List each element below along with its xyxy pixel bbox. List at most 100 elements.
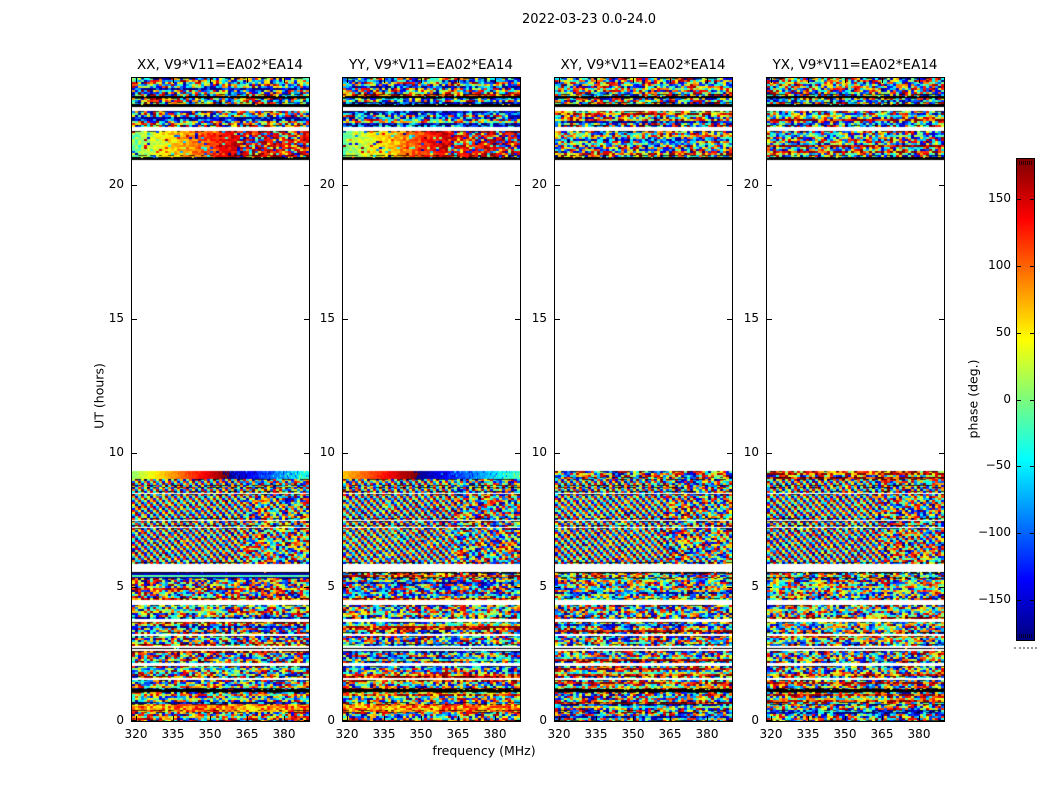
y-tick-mark [727, 720, 732, 721]
y-tick-mark [727, 185, 732, 186]
colorbar-end-hatch [1018, 634, 1020, 638]
y-tick-label: 0 [539, 713, 547, 727]
x-tick-label: 380 [272, 727, 296, 741]
y-tick-mark [555, 587, 560, 588]
y-tick-label: 10 [531, 445, 547, 459]
colorbar-tick-mark [1030, 266, 1034, 267]
x-tick-label: 365 [658, 727, 682, 741]
x-tick-label: 335 [161, 727, 185, 741]
heatmap-panel-xx [131, 77, 310, 722]
colorbar-tick-label: 150 [988, 191, 1011, 205]
y-tick-mark [132, 185, 137, 186]
y-tick-mark [555, 453, 560, 454]
colorbar-end-hatch [1031, 634, 1033, 638]
y-tick-mark [343, 720, 348, 721]
y-tick-label: 15 [319, 311, 335, 325]
x-tick-label: 365 [235, 727, 259, 741]
x-tick-mark [173, 78, 174, 83]
heatmap-canvas-xy [555, 78, 732, 721]
y-tick-label: 20 [319, 177, 335, 191]
y-tick-mark [767, 453, 772, 454]
colorbar-end-hatch [1022, 161, 1024, 165]
y-tick-mark [939, 587, 944, 588]
y-tick-label: 15 [743, 311, 759, 325]
y-tick-mark [304, 720, 309, 721]
colorbar-tick-label: 0 [1003, 392, 1011, 406]
x-tick-mark [458, 78, 459, 83]
colorbar-tick-mark [1017, 466, 1021, 467]
panel-title-xx: XX, V9*V11=EA02*EA14 [136, 57, 304, 73]
y-tick-mark [132, 587, 137, 588]
x-tick-label: 350 [833, 727, 857, 741]
y-tick-mark [304, 319, 309, 320]
x-tick-mark [247, 78, 248, 83]
heatmap-panel-yx [766, 77, 945, 722]
y-tick-mark [343, 319, 348, 320]
x-tick-label: 335 [584, 727, 608, 741]
x-tick-mark [596, 78, 597, 83]
x-tick-mark [919, 78, 920, 83]
heatmap-canvas-xx [132, 78, 309, 721]
x-tick-mark [347, 78, 348, 83]
x-tick-mark [284, 78, 285, 83]
x-tick-mark [596, 716, 597, 721]
y-tick-mark [555, 720, 560, 721]
x-tick-mark [384, 78, 385, 83]
y-tick-mark [304, 453, 309, 454]
x-tick-label: 380 [483, 727, 507, 741]
x-tick-mark [670, 716, 671, 721]
x-tick-mark [845, 78, 846, 83]
x-tick-label: 320 [124, 727, 148, 741]
x-tick-label: 380 [907, 727, 931, 741]
y-tick-mark [939, 453, 944, 454]
y-tick-mark [515, 453, 520, 454]
colorbar-tick-mark [1030, 400, 1034, 401]
colorbar-tick-label: −50 [985, 458, 1011, 472]
x-tick-mark [808, 716, 809, 721]
colorbar-tick-mark [1017, 266, 1021, 267]
colorbar-end-hatch [1022, 634, 1024, 638]
y-tick-label: 20 [743, 177, 759, 191]
colorbar-tick-mark [1030, 600, 1034, 601]
x-tick-label: 365 [870, 727, 894, 741]
x-tick-mark [670, 78, 671, 83]
colorbar-end-hatch [1024, 161, 1026, 165]
y-tick-label: 0 [116, 713, 124, 727]
colorbar-underline [1014, 647, 1037, 649]
x-tick-mark [633, 78, 634, 83]
x-tick-label: 320 [335, 727, 359, 741]
y-tick-mark [343, 587, 348, 588]
colorbar-end-hatch [1031, 161, 1033, 165]
colorbar-tick-label: −100 [978, 525, 1011, 539]
colorbar-end-hatch [1026, 634, 1028, 638]
colorbar-tick-mark [1017, 400, 1021, 401]
y-tick-label: 15 [108, 311, 124, 325]
colorbar-tick-mark [1030, 533, 1034, 534]
x-tick-mark [559, 716, 560, 721]
y-tick-mark [132, 453, 137, 454]
x-tick-mark [882, 78, 883, 83]
x-tick-label: 350 [198, 727, 222, 741]
x-tick-label: 350 [621, 727, 645, 741]
y-tick-label: 10 [319, 445, 335, 459]
colorbar-end-hatch [1018, 161, 1020, 165]
x-tick-mark [559, 78, 560, 83]
y-tick-label: 5 [116, 579, 124, 593]
y-tick-mark [727, 587, 732, 588]
colorbar-tick-label: −150 [978, 592, 1011, 606]
x-tick-label: 335 [796, 727, 820, 741]
colorbar-tick-mark [1017, 199, 1021, 200]
x-tick-mark [882, 716, 883, 721]
colorbar-end-hatch [1026, 161, 1028, 165]
x-tick-mark [247, 716, 248, 721]
y-tick-mark [304, 185, 309, 186]
y-tick-mark [939, 319, 944, 320]
x-tick-mark [845, 716, 846, 721]
x-tick-label: 335 [372, 727, 396, 741]
x-tick-mark [495, 78, 496, 83]
figure-title: 2022-03-23 0.0-24.0 [522, 12, 656, 27]
y-tick-mark [939, 720, 944, 721]
x-tick-mark [458, 716, 459, 721]
x-tick-label: 380 [695, 727, 719, 741]
